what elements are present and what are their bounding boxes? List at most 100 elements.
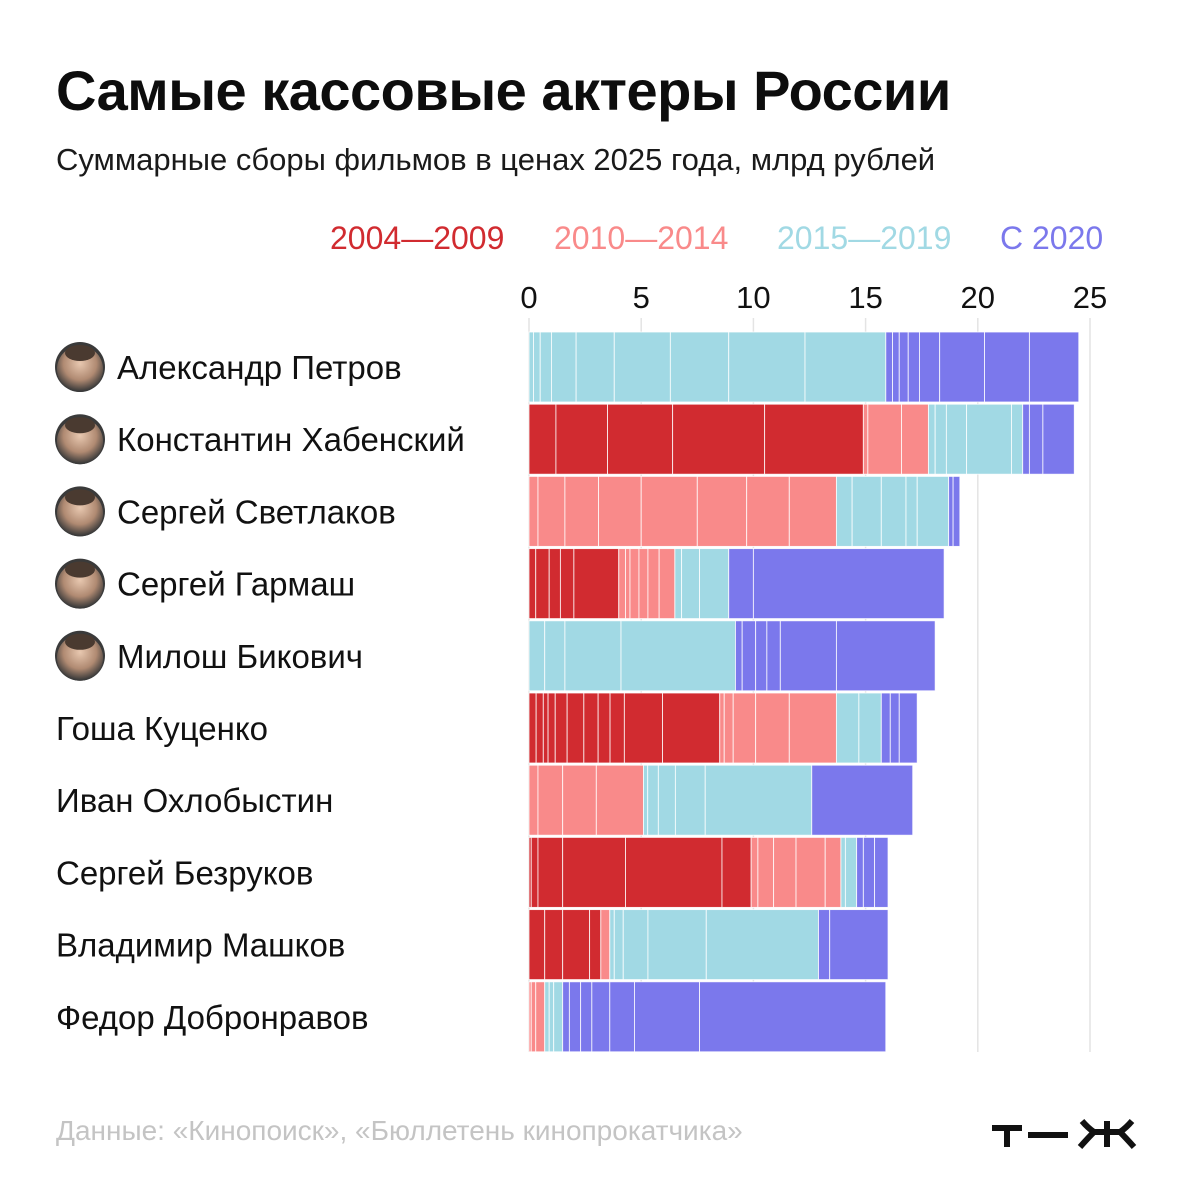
bar-segment xyxy=(535,548,550,620)
bar-segment xyxy=(575,331,615,403)
bar-segment xyxy=(885,331,893,403)
bar-segment xyxy=(528,764,539,836)
bar-segment xyxy=(699,548,730,620)
bar-segment xyxy=(721,836,752,908)
bar-segment xyxy=(562,909,591,981)
bar-segment xyxy=(550,331,577,403)
bar-segment xyxy=(591,981,611,1053)
bar-segment xyxy=(898,331,909,403)
bar-segment xyxy=(642,764,649,836)
bar-segment xyxy=(934,403,947,475)
bar-segment xyxy=(889,692,900,764)
bar-segment xyxy=(528,620,546,692)
bar-segment xyxy=(544,909,564,981)
bar-segment xyxy=(734,620,743,692)
bar-segment xyxy=(595,764,644,836)
actor-label: Владимир Машков xyxy=(56,927,345,964)
bar-segment xyxy=(757,836,775,908)
bar-segment xyxy=(766,620,781,692)
bar-segment xyxy=(779,620,837,692)
bar-segment xyxy=(829,909,889,981)
bar-segment xyxy=(528,909,546,981)
bar-segment xyxy=(773,836,797,908)
bar-segment xyxy=(835,620,936,692)
bar-segment xyxy=(750,836,759,908)
actor-label: Сергей Гармаш xyxy=(117,566,355,603)
bar-segment xyxy=(919,331,941,403)
bar-segment xyxy=(674,548,683,620)
bar-segment xyxy=(658,548,676,620)
bar-segment xyxy=(554,692,568,764)
x-tick-label: 10 xyxy=(736,280,770,315)
bar-segment xyxy=(840,836,846,908)
x-tick-label: 25 xyxy=(1073,280,1107,315)
bar-segment xyxy=(598,475,642,547)
bar-segment xyxy=(583,692,599,764)
bar-segment xyxy=(647,548,660,620)
bar-segment xyxy=(818,909,831,981)
actor-photo-icon xyxy=(55,414,105,465)
bar-segment xyxy=(566,692,585,764)
bar-segment xyxy=(535,981,546,1053)
bar-segment xyxy=(528,331,534,403)
legend: 2004—2009 2010—2014 2015—2019 С 2020 xyxy=(0,220,1200,260)
bar-segment xyxy=(746,475,790,547)
bar-segment xyxy=(562,836,626,908)
bar-segment xyxy=(625,548,631,620)
bar-segment xyxy=(948,475,954,547)
bar-segment xyxy=(858,692,882,764)
bar-segment xyxy=(539,331,552,403)
x-axis-ticks: 0 5 10 15 20 25 xyxy=(520,280,1107,315)
bar-segment xyxy=(1028,331,1080,403)
bar-segment xyxy=(1011,403,1024,475)
bar-segment xyxy=(764,403,864,475)
bar-segment xyxy=(530,836,539,908)
actor-photo-icon xyxy=(55,342,105,392)
bar-segment xyxy=(755,620,768,692)
bar-segment xyxy=(939,331,985,403)
actor-label: Александр Петров xyxy=(117,349,402,386)
chart-title: Самые кассовые актеры России xyxy=(56,59,951,122)
x-tick-label: 20 xyxy=(961,280,995,315)
bar-segment xyxy=(537,836,564,908)
bar-segment xyxy=(530,981,537,1053)
bar-segment xyxy=(704,764,813,836)
bars xyxy=(528,331,1080,1053)
bar-segment xyxy=(573,548,620,620)
bar-segment xyxy=(788,692,837,764)
bar-segment xyxy=(564,620,622,692)
bar-segment xyxy=(844,836,858,908)
bar-segment xyxy=(528,548,537,620)
bar-segment xyxy=(788,475,837,547)
bar-segment xyxy=(898,692,918,764)
bar-segment xyxy=(609,981,635,1053)
bar-segment xyxy=(856,836,864,908)
bar-segment xyxy=(548,981,555,1053)
x-tick-label: 15 xyxy=(848,280,882,315)
bar-segment xyxy=(528,692,537,764)
bar-segment xyxy=(681,548,700,620)
bar-segment xyxy=(647,764,659,836)
bar-segment xyxy=(1042,403,1075,475)
bar-segment xyxy=(589,909,602,981)
bar-segment xyxy=(728,548,754,620)
actor-photo-icon xyxy=(55,630,105,681)
bar-segment xyxy=(952,475,961,547)
bar-segment xyxy=(699,981,887,1053)
bar-segment xyxy=(537,764,564,836)
bar-segment xyxy=(804,331,887,403)
bar-segment xyxy=(528,475,539,547)
bar-segment xyxy=(874,836,889,908)
bar-segment xyxy=(728,331,806,403)
bar-segment xyxy=(851,475,882,547)
bar-segment xyxy=(564,475,600,547)
chart-subtitle: Суммарные сборы фильмов в ценах 2025 год… xyxy=(56,142,936,177)
actor-label: Гоша Куценко xyxy=(56,710,268,747)
bar-segment xyxy=(634,981,700,1053)
bar-segment xyxy=(638,548,649,620)
source-note: Данные: «Кинопоиск», «Бюллетень кинопрок… xyxy=(56,1115,743,1146)
bar-segment xyxy=(696,475,748,547)
actor-label: Сергей Светлаков xyxy=(117,493,396,530)
bar-segment xyxy=(905,475,918,547)
actor-label: Сергей Безруков xyxy=(56,854,313,891)
